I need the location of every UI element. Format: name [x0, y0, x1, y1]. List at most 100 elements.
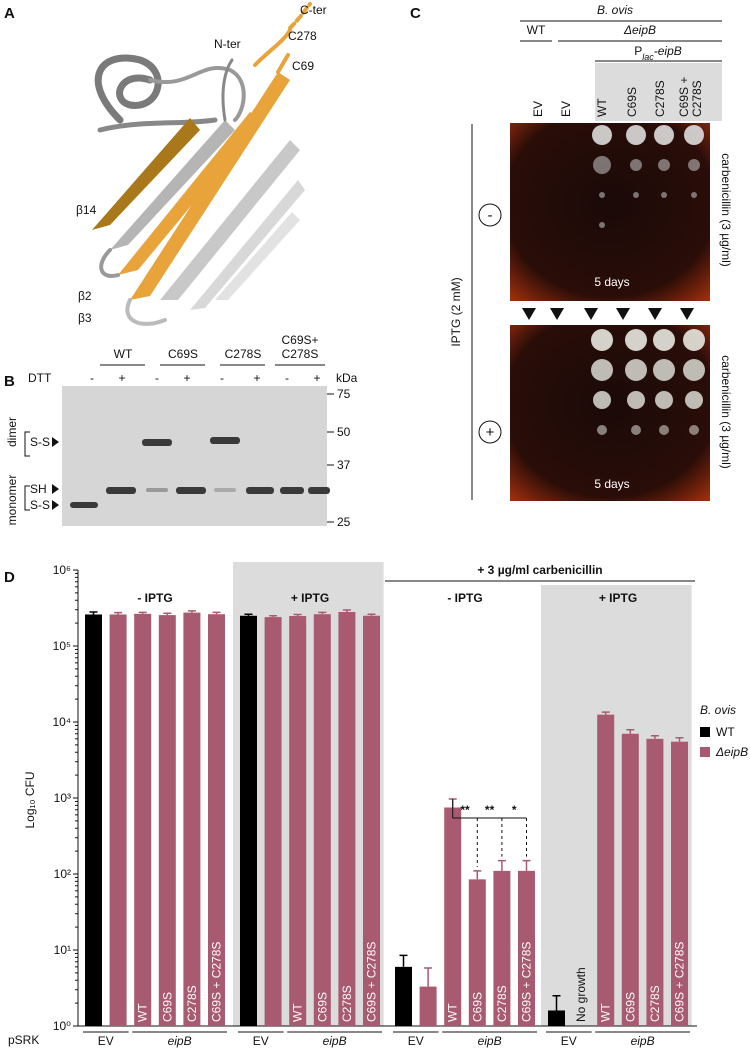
brackets — [24, 431, 30, 511]
row-label: EV — [253, 1034, 269, 1048]
colony-spot — [683, 359, 705, 381]
column-label: C278S — [653, 80, 667, 117]
bar-label: No growth — [574, 967, 588, 1022]
group-shade — [233, 562, 384, 1026]
error-bar — [367, 613, 376, 616]
bar — [419, 986, 437, 1026]
sig-label: * — [512, 803, 517, 817]
colony-spot — [633, 192, 639, 198]
colony-spot — [689, 425, 699, 435]
bar — [493, 870, 511, 1026]
dtt-mark: - — [155, 371, 159, 385]
band-label: SH — [30, 482, 47, 496]
sig-label: ** — [460, 803, 470, 817]
colony-spot — [599, 192, 605, 198]
colony-spot — [661, 192, 667, 198]
error-bar — [522, 859, 531, 871]
kda-label: kDa — [336, 371, 358, 385]
row-label: eipB — [631, 1034, 655, 1048]
error-bar — [187, 610, 196, 613]
dimer-label: dimer — [5, 417, 19, 447]
error-bar — [318, 611, 327, 615]
bar-label: C69S + C278S — [210, 942, 224, 1022]
promoter: Plac-eipB — [634, 44, 682, 62]
error-bar — [626, 729, 635, 734]
panel-label: B — [4, 373, 15, 390]
y-tick-label: 10² — [54, 867, 71, 881]
bar — [85, 614, 102, 1026]
colony-spot — [592, 125, 612, 145]
dtt-mark: + — [253, 371, 260, 385]
bands — [70, 437, 330, 508]
bar-label: C69S — [315, 992, 329, 1022]
bar-label: C278S — [648, 985, 662, 1022]
y-tick-label: 10⁶ — [53, 563, 71, 577]
marker-label: 50 — [337, 425, 351, 439]
annotation: + 3 µg/ml carbenicillin — [477, 563, 602, 577]
bar — [646, 738, 664, 1026]
annotation: C-ter — [300, 3, 327, 17]
dtt-mark: - — [90, 371, 94, 385]
colony-spot — [625, 329, 647, 351]
colony-spot — [659, 425, 669, 435]
antibiotic: carbenicillin (3 µg/ml) — [719, 355, 733, 469]
strain: ΔeipB — [623, 23, 656, 37]
dtt-mark: - — [285, 371, 289, 385]
band-label: S-S — [30, 435, 50, 449]
column-label: C69S — [625, 87, 639, 117]
bar — [518, 870, 535, 1026]
shade — [595, 63, 722, 121]
colony-spot — [591, 329, 613, 351]
dtt-marks: - + - + - + - + — [90, 371, 321, 385]
arrowheads — [52, 437, 59, 510]
bar-label: C278S — [340, 985, 354, 1022]
duration: 5 days — [594, 275, 629, 289]
legend-label: ΔeipB — [715, 745, 748, 759]
bar — [109, 614, 127, 1026]
dtt-mark: + — [118, 371, 125, 385]
antibiotic: carbenicillin (3 µg/ml) — [719, 153, 733, 267]
gel — [62, 386, 327, 526]
promoter-gene: -eipB — [654, 44, 682, 58]
colony-spot — [688, 159, 700, 171]
column-label: C278S — [690, 80, 704, 117]
error-bar — [650, 734, 659, 739]
panel-c: C B. ovis WT ΔeipB Plac-eipB EV EV WT C6… — [410, 3, 733, 501]
error-bar — [138, 611, 147, 614]
bar — [444, 807, 462, 1026]
colony-spot — [631, 425, 641, 435]
sig-label: ** — [485, 803, 495, 817]
bar-label: C69S + C278S — [673, 942, 687, 1022]
error-bar — [89, 611, 98, 615]
row-label: EV — [408, 1034, 424, 1048]
colony-spot — [591, 359, 613, 381]
bar-label: WT — [291, 1003, 305, 1022]
error-bar — [473, 870, 482, 880]
colony-spot — [599, 222, 605, 228]
legend-swatch — [700, 747, 710, 757]
error-bar — [601, 711, 610, 715]
row-label: eipB — [323, 1034, 347, 1048]
marker-label: 37 — [337, 458, 351, 472]
colony-spot — [653, 329, 675, 351]
error-bar — [497, 859, 506, 871]
legend-title: B. ovis — [700, 703, 736, 717]
colony-spot — [684, 125, 704, 145]
x-row-label: pSRK — [8, 1033, 39, 1047]
colony-spot — [626, 125, 646, 145]
colony-spot — [653, 359, 675, 381]
plate — [510, 123, 710, 301]
bar — [313, 614, 331, 1026]
column-label: WT — [595, 98, 609, 117]
duration: 5 days — [594, 477, 629, 491]
annotation: β2 — [78, 289, 92, 303]
dtt-mark: + — [183, 371, 190, 385]
legend-label: WT — [716, 725, 735, 739]
error-bar — [293, 613, 302, 617]
error-bar — [424, 967, 433, 987]
row-label: eipB — [478, 1034, 502, 1048]
group-title: - IPTG — [447, 591, 482, 605]
y-axis-label: Log₁₀ CFU — [23, 771, 37, 828]
marker-label: 25 — [337, 515, 351, 529]
